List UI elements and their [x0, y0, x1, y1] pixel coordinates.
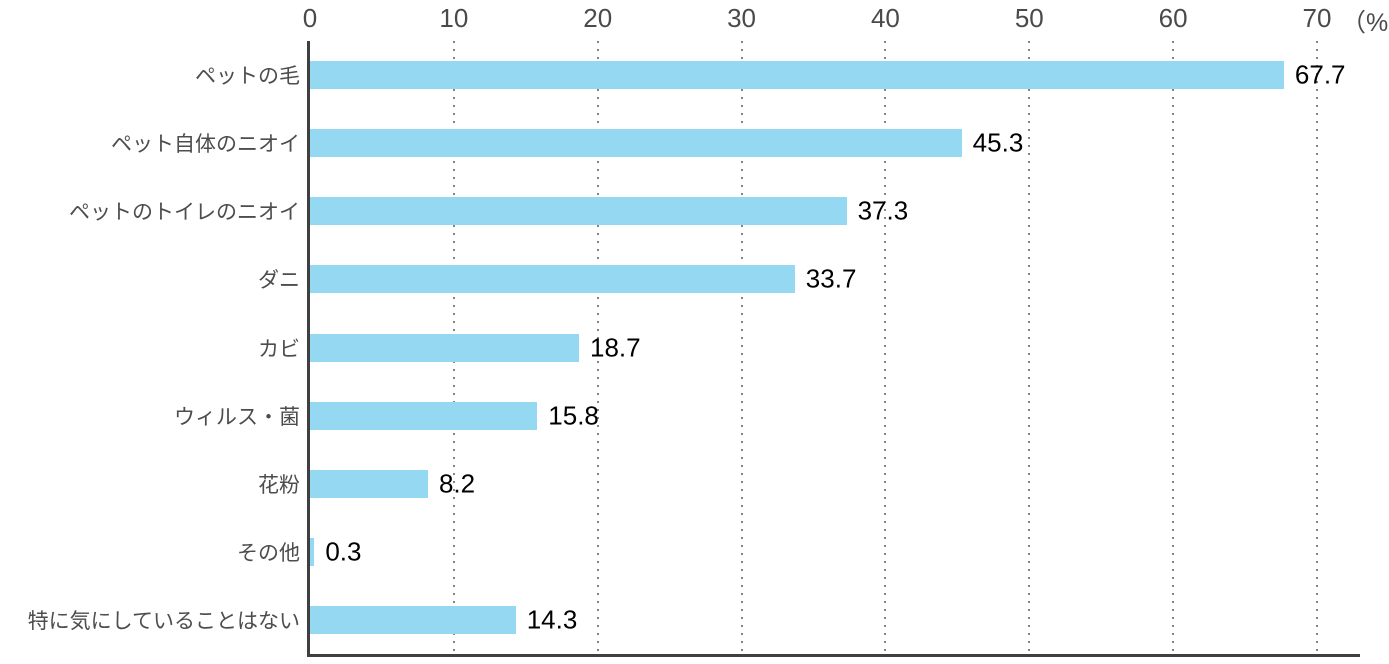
gridline — [884, 41, 887, 654]
plot-area: 67.7 45.3 37.3 33.7 18.7 15.8 8.2 0.3 14.3 — [307, 41, 1360, 657]
bar — [310, 197, 847, 226]
bar — [310, 537, 315, 566]
gridline — [1028, 41, 1031, 654]
x-tick-label: 30 — [727, 3, 757, 33]
gridline — [1316, 41, 1318, 654]
x-tick-label: 50 — [1014, 3, 1044, 33]
x-tick-label: 0 — [302, 3, 318, 33]
category-label: ダニ — [258, 269, 300, 293]
category-label: 特に気にしていることはない — [27, 609, 300, 633]
value-label: 45.3 — [972, 127, 1024, 158]
value-label: 37.3 — [857, 195, 909, 226]
gridline — [740, 41, 743, 654]
category-label: その他 — [237, 541, 300, 565]
category-label: ウィルス・菌 — [174, 405, 300, 429]
x-tick-label: 10 — [439, 3, 469, 33]
category-label: ペット自体のニオイ — [111, 133, 300, 157]
x-tick-label: 20 — [583, 3, 613, 33]
bar — [310, 469, 428, 498]
category-label: ペットの毛 — [195, 65, 300, 89]
gridline — [596, 41, 599, 654]
value-label: 8.2 — [438, 468, 476, 499]
x-tick-label: 70 — [1302, 3, 1332, 33]
value-label: 14.3 — [526, 604, 578, 635]
value-label: 33.7 — [805, 263, 857, 294]
bar — [310, 401, 538, 430]
value-label: 15.8 — [548, 400, 599, 431]
x-tick-label: 40 — [870, 3, 900, 33]
bar — [310, 333, 579, 362]
category-label: カビ — [258, 337, 300, 361]
bar — [310, 61, 1284, 90]
x-tick-label: 60 — [1158, 3, 1188, 33]
gridline — [1172, 41, 1175, 654]
bar — [310, 129, 962, 158]
bar — [310, 265, 795, 294]
bar — [310, 605, 516, 634]
x-axis-unit-label: （%） — [1341, 9, 1389, 37]
category-label: 花粉 — [258, 473, 300, 497]
value-label: 67.7 — [1294, 59, 1346, 90]
value-label: 0.3 — [325, 536, 362, 567]
category-label: ペットのトイレのニオイ — [69, 201, 300, 225]
value-label: 18.7 — [590, 332, 641, 362]
